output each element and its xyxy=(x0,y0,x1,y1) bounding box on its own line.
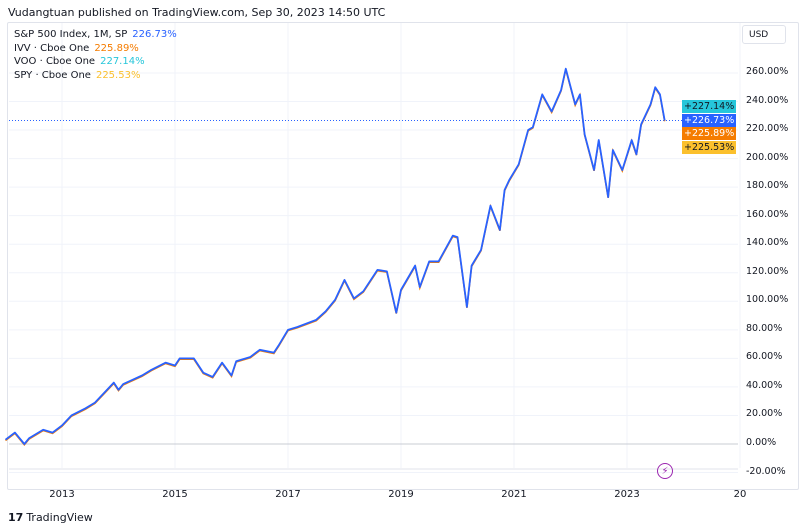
y-tick-label: 40.00% xyxy=(746,379,783,391)
y-tick-label: 120.00% xyxy=(746,265,789,277)
legend-value: 225.89% xyxy=(94,42,139,54)
y-tick-label: 240.00% xyxy=(746,94,789,106)
chart-frame[interactable] xyxy=(7,22,799,490)
y-tick-label: 180.00% xyxy=(746,180,789,192)
currency-button[interactable]: USD xyxy=(742,25,786,44)
legend-value: 226.73% xyxy=(132,29,177,40)
spx-line xyxy=(4,67,666,445)
legend-item-spy[interactable]: SPY · Cboe One 225.53% xyxy=(14,69,177,83)
legend-item-ivv[interactable]: IVV · Cboe One 225.89% xyxy=(14,42,177,56)
y-tick-label: 80.00% xyxy=(746,322,783,334)
lightning-icon[interactable]: ⚡ xyxy=(657,463,673,479)
y-tick-label: 60.00% xyxy=(746,351,783,363)
y-tick-label: 260.00% xyxy=(746,65,789,77)
y-tick-label: -20.00% xyxy=(746,465,786,477)
price-badge: +226.73% xyxy=(682,113,736,127)
legend-item-spx[interactable]: S&P 500 Index, 1M, SP 226.73% xyxy=(14,28,177,42)
publish-info: Vudangtuan published on TradingView.com,… xyxy=(8,6,386,19)
y-tick-label: 220.00% xyxy=(746,123,789,135)
legend-name: S&P 500 Index, 1M, SP xyxy=(14,29,128,40)
legend-name: IVV · Cboe One xyxy=(14,42,90,54)
y-tick-label: 160.00% xyxy=(746,208,789,220)
y-tick-label: 140.00% xyxy=(746,237,789,249)
legend-item-voo[interactable]: VOO · Cboe One 227.14% xyxy=(14,55,177,69)
price-badge: +227.14% xyxy=(682,100,736,113)
y-tick-label: 20.00% xyxy=(746,408,783,420)
x-tick-label: 2023 xyxy=(614,489,640,500)
x-tick-label: 2015 xyxy=(162,489,188,500)
price-badge: +225.53% xyxy=(682,140,736,154)
x-tick-label: 2017 xyxy=(275,489,301,500)
legend-value: 225.53% xyxy=(95,69,141,81)
ivv-line xyxy=(5,69,666,447)
x-tick-label: 20 xyxy=(733,489,747,500)
x-tick-label: 2021 xyxy=(501,489,527,500)
y-tick-label: 100.00% xyxy=(746,294,789,306)
y-tick-label: 200.00% xyxy=(746,151,789,163)
brand-name: TradingView xyxy=(26,511,93,524)
price-badge: +225.89% xyxy=(682,127,736,141)
legend: S&P 500 Index, 1M, SP 226.73% IVV · Cboe … xyxy=(14,28,177,82)
legend-name: SPY · Cboe One xyxy=(14,69,91,81)
x-tick-label: 2019 xyxy=(388,489,414,500)
tradingview-logo[interactable]: 𝟭𝟳 TradingView xyxy=(8,511,93,524)
tv-logo-icon: 𝟭𝟳 xyxy=(8,511,24,524)
x-tick-label: 2013 xyxy=(49,489,75,500)
legend-name: VOO · Cboe One xyxy=(14,56,96,67)
y-tick-label: 0.00% xyxy=(746,437,777,448)
legend-value: 227.14% xyxy=(100,56,145,67)
